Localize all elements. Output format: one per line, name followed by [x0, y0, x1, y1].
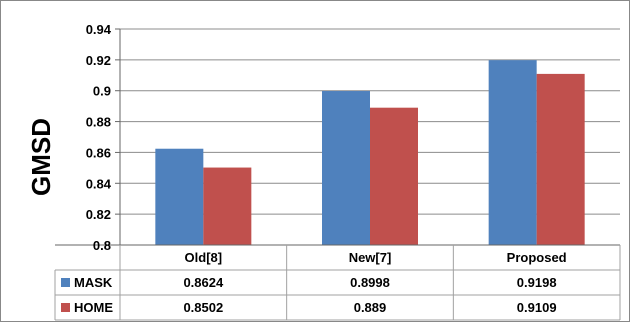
y-tick-label: 0.92 [86, 53, 111, 68]
legend-swatch-mask [61, 278, 70, 287]
category-label: New[7] [349, 250, 392, 265]
category-label: Old[8] [185, 250, 223, 265]
legend-swatch-home [61, 303, 70, 312]
legend-entry: HOME [74, 300, 113, 315]
data-table-value: 0.8502 [183, 300, 223, 315]
y-tick-label: 0.94 [86, 22, 112, 37]
bar-home-2 [536, 73, 585, 245]
y-tick-label: 0.9 [93, 84, 111, 99]
bar-home-0 [203, 167, 252, 245]
data-table-value: 0.9109 [517, 300, 557, 315]
bar-mask-0 [155, 148, 204, 245]
y-tick-label: 0.8 [93, 238, 111, 253]
bar-mask-1 [322, 91, 370, 245]
category-label: Proposed [507, 250, 567, 265]
data-table-value: 0.8998 [350, 275, 390, 290]
y-tick-label: 0.82 [86, 207, 111, 222]
bar-home-1 [370, 107, 418, 245]
data-table-value: 0.8624 [183, 275, 224, 290]
y-axis-label: GMSD [26, 118, 56, 196]
y-tick-label: 0.88 [86, 115, 111, 130]
data-table-value: 0.9198 [517, 275, 557, 290]
legend-entry: MASK [74, 275, 113, 290]
data-table-value: 0.889 [354, 300, 387, 315]
bar-mask-2 [488, 60, 537, 246]
y-tick-label: 0.86 [86, 145, 111, 160]
y-tick-label: 0.84 [86, 176, 112, 191]
